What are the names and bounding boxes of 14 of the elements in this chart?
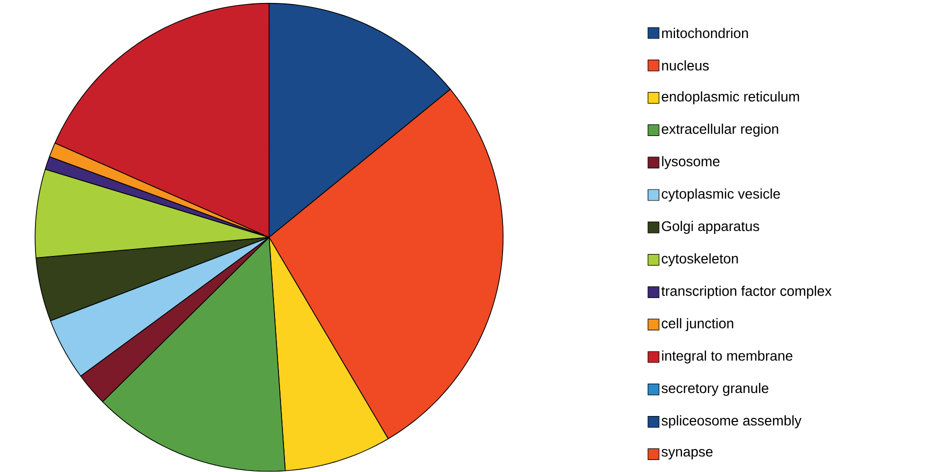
legend-label: integral to membrane (662, 350, 792, 364)
legend-label: Golgi apparatus (662, 221, 760, 234)
legend-label: cell junction (662, 318, 734, 332)
legend-label: spliceosome assembly (662, 415, 802, 428)
legend-label: secretory granule (662, 383, 768, 396)
legend-label: transcription factor complex (661, 286, 832, 299)
legend-label: lysosome (662, 156, 720, 170)
legend-label: mitochondrion (662, 28, 748, 38)
legend-label: cytoplasmic vesicle (662, 188, 780, 202)
legend-label: synapse (662, 449, 713, 460)
legend-label: endoplasmic reticulum (662, 91, 800, 104)
legend-label: nucleus (662, 60, 709, 71)
legend-label: extracellular region (662, 124, 778, 137)
legend-label: cytoskeleton (662, 253, 738, 266)
